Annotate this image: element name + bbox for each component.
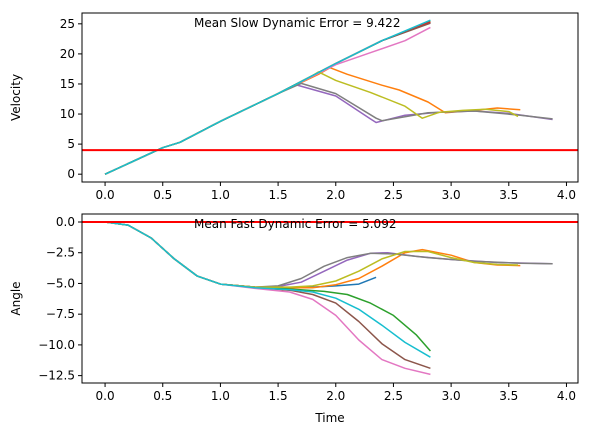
angle-x-tick-label: 2.5 — [384, 389, 403, 403]
velocity-series-line-5 — [104, 83, 553, 175]
angle-series-line-10 — [104, 221, 431, 358]
angle-series-line-5 — [104, 221, 553, 288]
angle-series-line-4 — [104, 221, 256, 288]
angle-x-tick-label: 4.0 — [557, 389, 576, 403]
velocity-series-line-2 — [104, 66, 521, 175]
angle-y-tick-label: −10.0 — [38, 338, 75, 352]
velocity-y-tick-label: 25 — [60, 17, 75, 31]
angle-x-tick-label: 1.0 — [211, 389, 230, 403]
velocity-y-tick-label: 5 — [67, 137, 75, 151]
velocity-y-axis-label: Velocity — [9, 74, 23, 121]
velocity-axes-frame — [81, 12, 579, 183]
velocity-y-tick-label: 10 — [60, 107, 75, 121]
angle-series-group — [104, 221, 553, 376]
angle-x-tick-label: 2.0 — [326, 389, 345, 403]
angle-y-axis-label: Angle — [9, 281, 23, 315]
angle-x-tick-label: 1.5 — [269, 389, 288, 403]
angle-y-tick-label: 0.0 — [56, 215, 75, 229]
angle-series-line-6 — [104, 221, 431, 370]
velocity-series-line-10 — [104, 19, 431, 175]
velocity-x-ticks: 0.0 0.5 1.0 1.5 2.0 2.5 3.0 3.5 4.0 — [96, 182, 576, 202]
velocity-x-tick-label: 3.0 — [442, 188, 461, 202]
angle-x-tick-label: 0.5 — [153, 389, 172, 403]
angle-y-tick-label: −2.5 — [46, 246, 75, 260]
velocity-x-tick-label: 2.0 — [326, 188, 345, 202]
velocity-series-group — [104, 19, 553, 175]
angle-x-ticks: 0.0 0.5 1.0 1.5 2.0 2.5 3.0 3.5 4.0 — [96, 383, 576, 403]
velocity-x-tick-label: 0.5 — [153, 188, 172, 202]
velocity-x-tick-label: 0.0 — [96, 188, 115, 202]
angle-series-line-1 — [104, 221, 377, 289]
velocity-series-line-9 — [104, 71, 519, 175]
angle-x-tick-label: 3.5 — [499, 389, 518, 403]
angle-x-tick-label: 3.0 — [442, 389, 461, 403]
angle-y-tick-label: −7.5 — [46, 307, 75, 321]
velocity-y-tick-label: 20 — [60, 47, 75, 61]
velocity-error-annotation: Mean Slow Dynamic Error = 9.422 — [194, 16, 400, 30]
angle-y-ticks: 0.0 −2.5 −5.0 −7.5 −10.0 −12.5 — [38, 215, 82, 383]
angle-series-line-2 — [104, 221, 521, 289]
angle-x-tick-label: 0.0 — [96, 389, 115, 403]
angle-y-tick-label: −12.5 — [38, 369, 75, 383]
time-x-axis-label: Time — [314, 411, 344, 425]
angle-series-line-8 — [104, 221, 553, 288]
velocity-panel: 0.0 0.5 1.0 1.5 2.0 2.5 3.0 3.5 4.0 0 5 10 15 20 25 M… — [9, 12, 579, 202]
velocity-x-tick-label: 3.5 — [499, 188, 518, 202]
angle-y-tick-label: −5.0 — [46, 276, 75, 290]
velocity-x-tick-label: 1.0 — [211, 188, 230, 202]
angle-series-line-7 — [104, 221, 431, 376]
velocity-series-line-8 — [104, 82, 553, 175]
velocity-y-ticks: 0 5 10 15 20 25 — [60, 17, 82, 181]
angle-axes-frame — [81, 213, 579, 384]
angle-panel: 0.0 0.5 1.0 1.5 2.0 2.5 3.0 3.5 4.0 0.0 −2.5 −5.0 −… — [9, 213, 579, 425]
velocity-x-tick-label: 2.5 — [384, 188, 403, 202]
velocity-y-tick-label: 0 — [67, 167, 75, 181]
angle-error-annotation: Mean Fast Dynamic Error = 5.092 — [194, 217, 396, 231]
velocity-x-tick-label: 1.5 — [269, 188, 288, 202]
velocity-y-tick-label: 15 — [60, 77, 75, 91]
velocity-x-tick-label: 4.0 — [557, 188, 576, 202]
